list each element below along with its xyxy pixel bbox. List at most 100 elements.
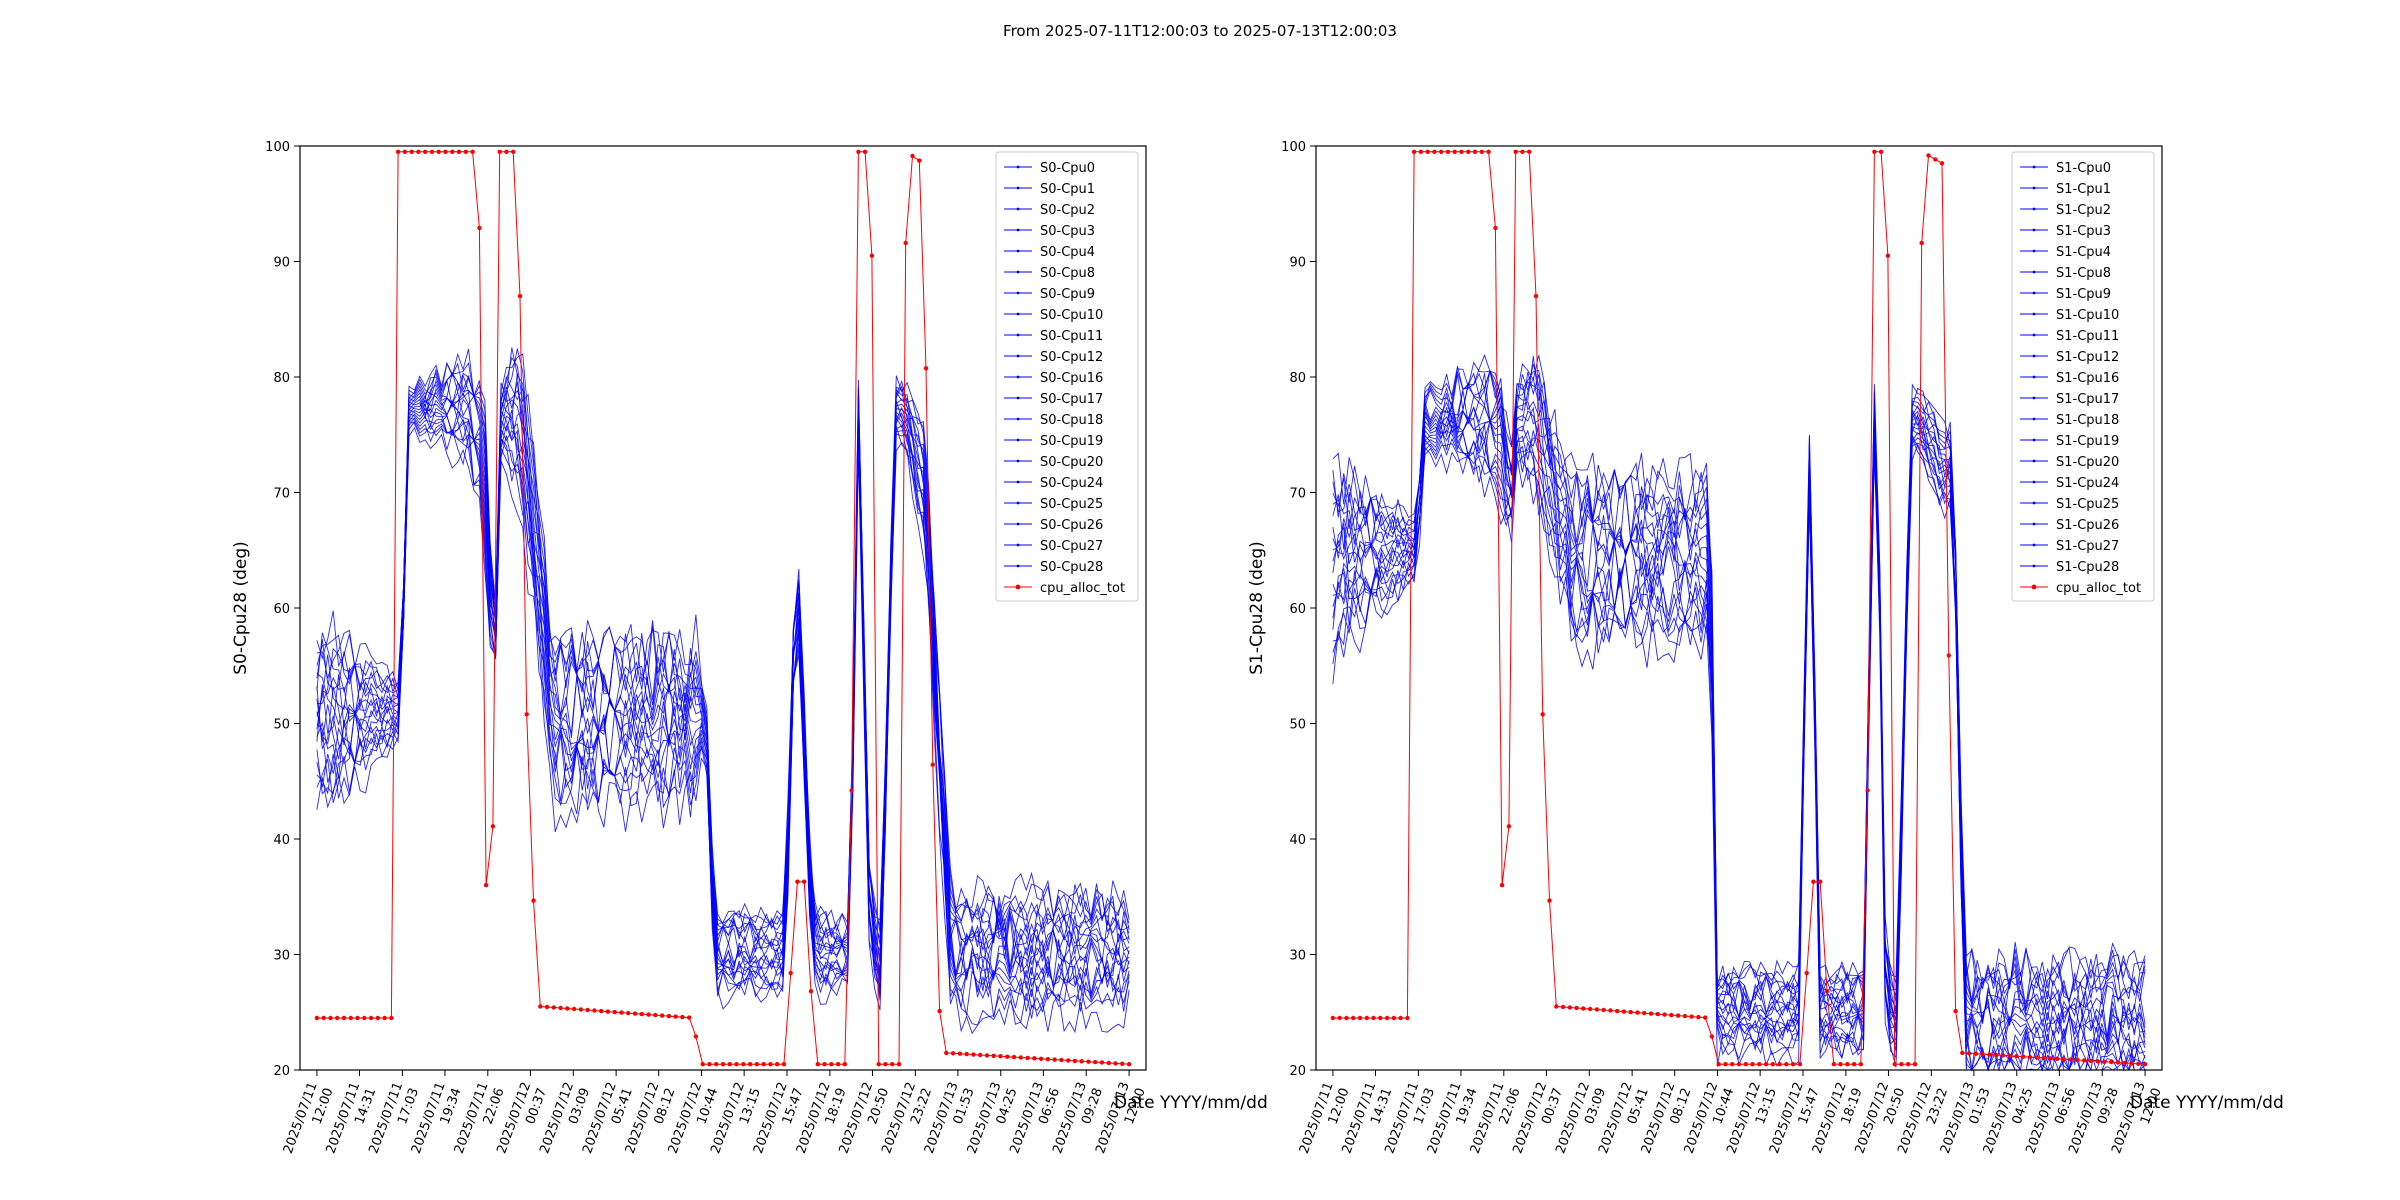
legend-label: S0-Cpu27: [1040, 539, 1103, 554]
alloc-point: [2136, 1061, 2141, 1067]
alloc-point: [477, 225, 482, 231]
alloc-point: [1364, 1015, 1370, 1021]
legend-item: cpu_alloc_tot: [2020, 581, 2141, 596]
alloc-point: [747, 1062, 753, 1067]
y-tick-label: 30: [273, 949, 290, 964]
legend-label: S0-Cpu24: [1040, 476, 1103, 491]
alloc-point: [1005, 1054, 1010, 1059]
alloc-point: [2082, 1058, 2087, 1063]
alloc-point: [720, 1062, 726, 1067]
alloc-point: [1662, 1012, 1667, 1017]
alloc-point: [1635, 1010, 1640, 1015]
alloc-point: [619, 1010, 624, 1015]
legend-marker: [2032, 543, 2036, 547]
alloc-point: [1784, 1062, 1789, 1067]
alloc-point: [551, 1005, 556, 1010]
legend-label: S1-Cpu16: [2056, 371, 2119, 386]
alloc-point: [2014, 1054, 2019, 1059]
alloc-point: [1540, 712, 1545, 717]
legend-marker: [1016, 249, 1020, 253]
legend-box: [995, 151, 1139, 602]
legend-label: S0-Cpu11: [1040, 329, 1103, 344]
alloc-point: [978, 1052, 983, 1058]
legend-label: S1-Cpu3: [2056, 224, 2111, 239]
alloc-point: [402, 149, 408, 154]
alloc-point: [389, 1015, 394, 1021]
alloc-point: [409, 149, 414, 154]
alloc-point: [1926, 153, 1931, 158]
legend-item: S0-Cpu28: [1004, 560, 1103, 575]
alloc-point: [1459, 149, 1464, 154]
alloc-point: [774, 1062, 780, 1067]
legend-item: S1-Cpu24: [2020, 476, 2119, 491]
alloc-point: [1933, 157, 1938, 162]
x-axis-label: Date YYYY/mm/dd: [1114, 1093, 1268, 1113]
alloc-point: [2007, 1053, 2012, 1059]
alloc-point: [565, 1006, 570, 1011]
alloc-point: [1601, 1007, 1606, 1013]
alloc-point: [1709, 1034, 1715, 1039]
alloc-point: [1648, 1011, 1654, 1016]
y-tick-label: 20: [1289, 1064, 1306, 1079]
legend-item: S1-Cpu3: [2020, 224, 2111, 239]
alloc-point: [2041, 1055, 2046, 1061]
legend-label: S1-Cpu27: [2056, 539, 2119, 554]
legend-item: S1-Cpu10: [2020, 308, 2119, 323]
legend-marker: [2032, 249, 2036, 253]
series-line-S0-Cpu0: [316, 426, 1130, 1035]
alloc-point: [2034, 1055, 2040, 1060]
alloc-point: [666, 1013, 672, 1019]
alloc-point: [490, 824, 496, 829]
alloc-point: [416, 149, 421, 154]
alloc-point: [1533, 293, 1539, 299]
legend-marker: [2032, 291, 2036, 295]
legend-marker: [2032, 165, 2036, 169]
legend-item: S1-Cpu11: [2020, 329, 2119, 344]
alloc-point: [1499, 883, 1505, 888]
alloc-point: [1479, 149, 1485, 154]
legend-item: S1-Cpu1: [2020, 182, 2111, 197]
alloc-point: [1642, 1010, 1647, 1016]
alloc-point: [2054, 1056, 2060, 1062]
alloc-point: [944, 1050, 949, 1056]
alloc-point: [1066, 1058, 1071, 1063]
y-tick-label: 80: [1289, 371, 1306, 386]
legend-marker: [1016, 333, 1020, 337]
alloc-point: [950, 1051, 956, 1056]
y-tick-label: 70: [1289, 487, 1306, 502]
alloc-point: [538, 1004, 543, 1009]
alloc-point: [1405, 1015, 1410, 1021]
alloc-point: [544, 1004, 550, 1010]
legend-item: S0-Cpu12: [1004, 350, 1103, 365]
legend-label: S0-Cpu17: [1040, 392, 1103, 407]
legend-label: S1-Cpu24: [2056, 476, 2119, 491]
alloc-point: [1398, 1015, 1403, 1021]
legend-marker: [2031, 584, 2037, 590]
legend-marker: [1016, 270, 1020, 274]
legend-marker: [1016, 543, 1020, 547]
alloc-point: [1113, 1061, 1118, 1066]
alloc-point: [659, 1013, 665, 1018]
legend-marker: [1016, 312, 1020, 316]
legend-label: S1-Cpu28: [2056, 560, 2119, 575]
alloc-point: [700, 1062, 705, 1067]
alloc-point: [734, 1062, 739, 1067]
y-tick-label: 100: [265, 140, 290, 155]
legend-marker: [2032, 459, 2036, 463]
alloc-point: [341, 1015, 347, 1021]
alloc-point: [1554, 1004, 1559, 1009]
legend-item: S0-Cpu10: [1004, 308, 1103, 323]
alloc-point: [1079, 1059, 1084, 1064]
alloc-point: [680, 1014, 685, 1020]
y-axis-label: S1-Cpu28 (deg): [1247, 541, 1267, 675]
alloc-point: [2075, 1057, 2080, 1063]
legend-label: S0-Cpu18: [1040, 413, 1103, 428]
alloc-point: [1493, 225, 1498, 231]
alloc-point: [2095, 1059, 2100, 1064]
alloc-point: [1330, 1015, 1336, 1021]
alloc-point: [632, 1011, 638, 1016]
legend-label: S1-Cpu4: [2056, 245, 2111, 260]
alloc-point: [822, 1062, 827, 1067]
alloc-point: [395, 149, 401, 154]
alloc-point: [754, 1062, 759, 1067]
